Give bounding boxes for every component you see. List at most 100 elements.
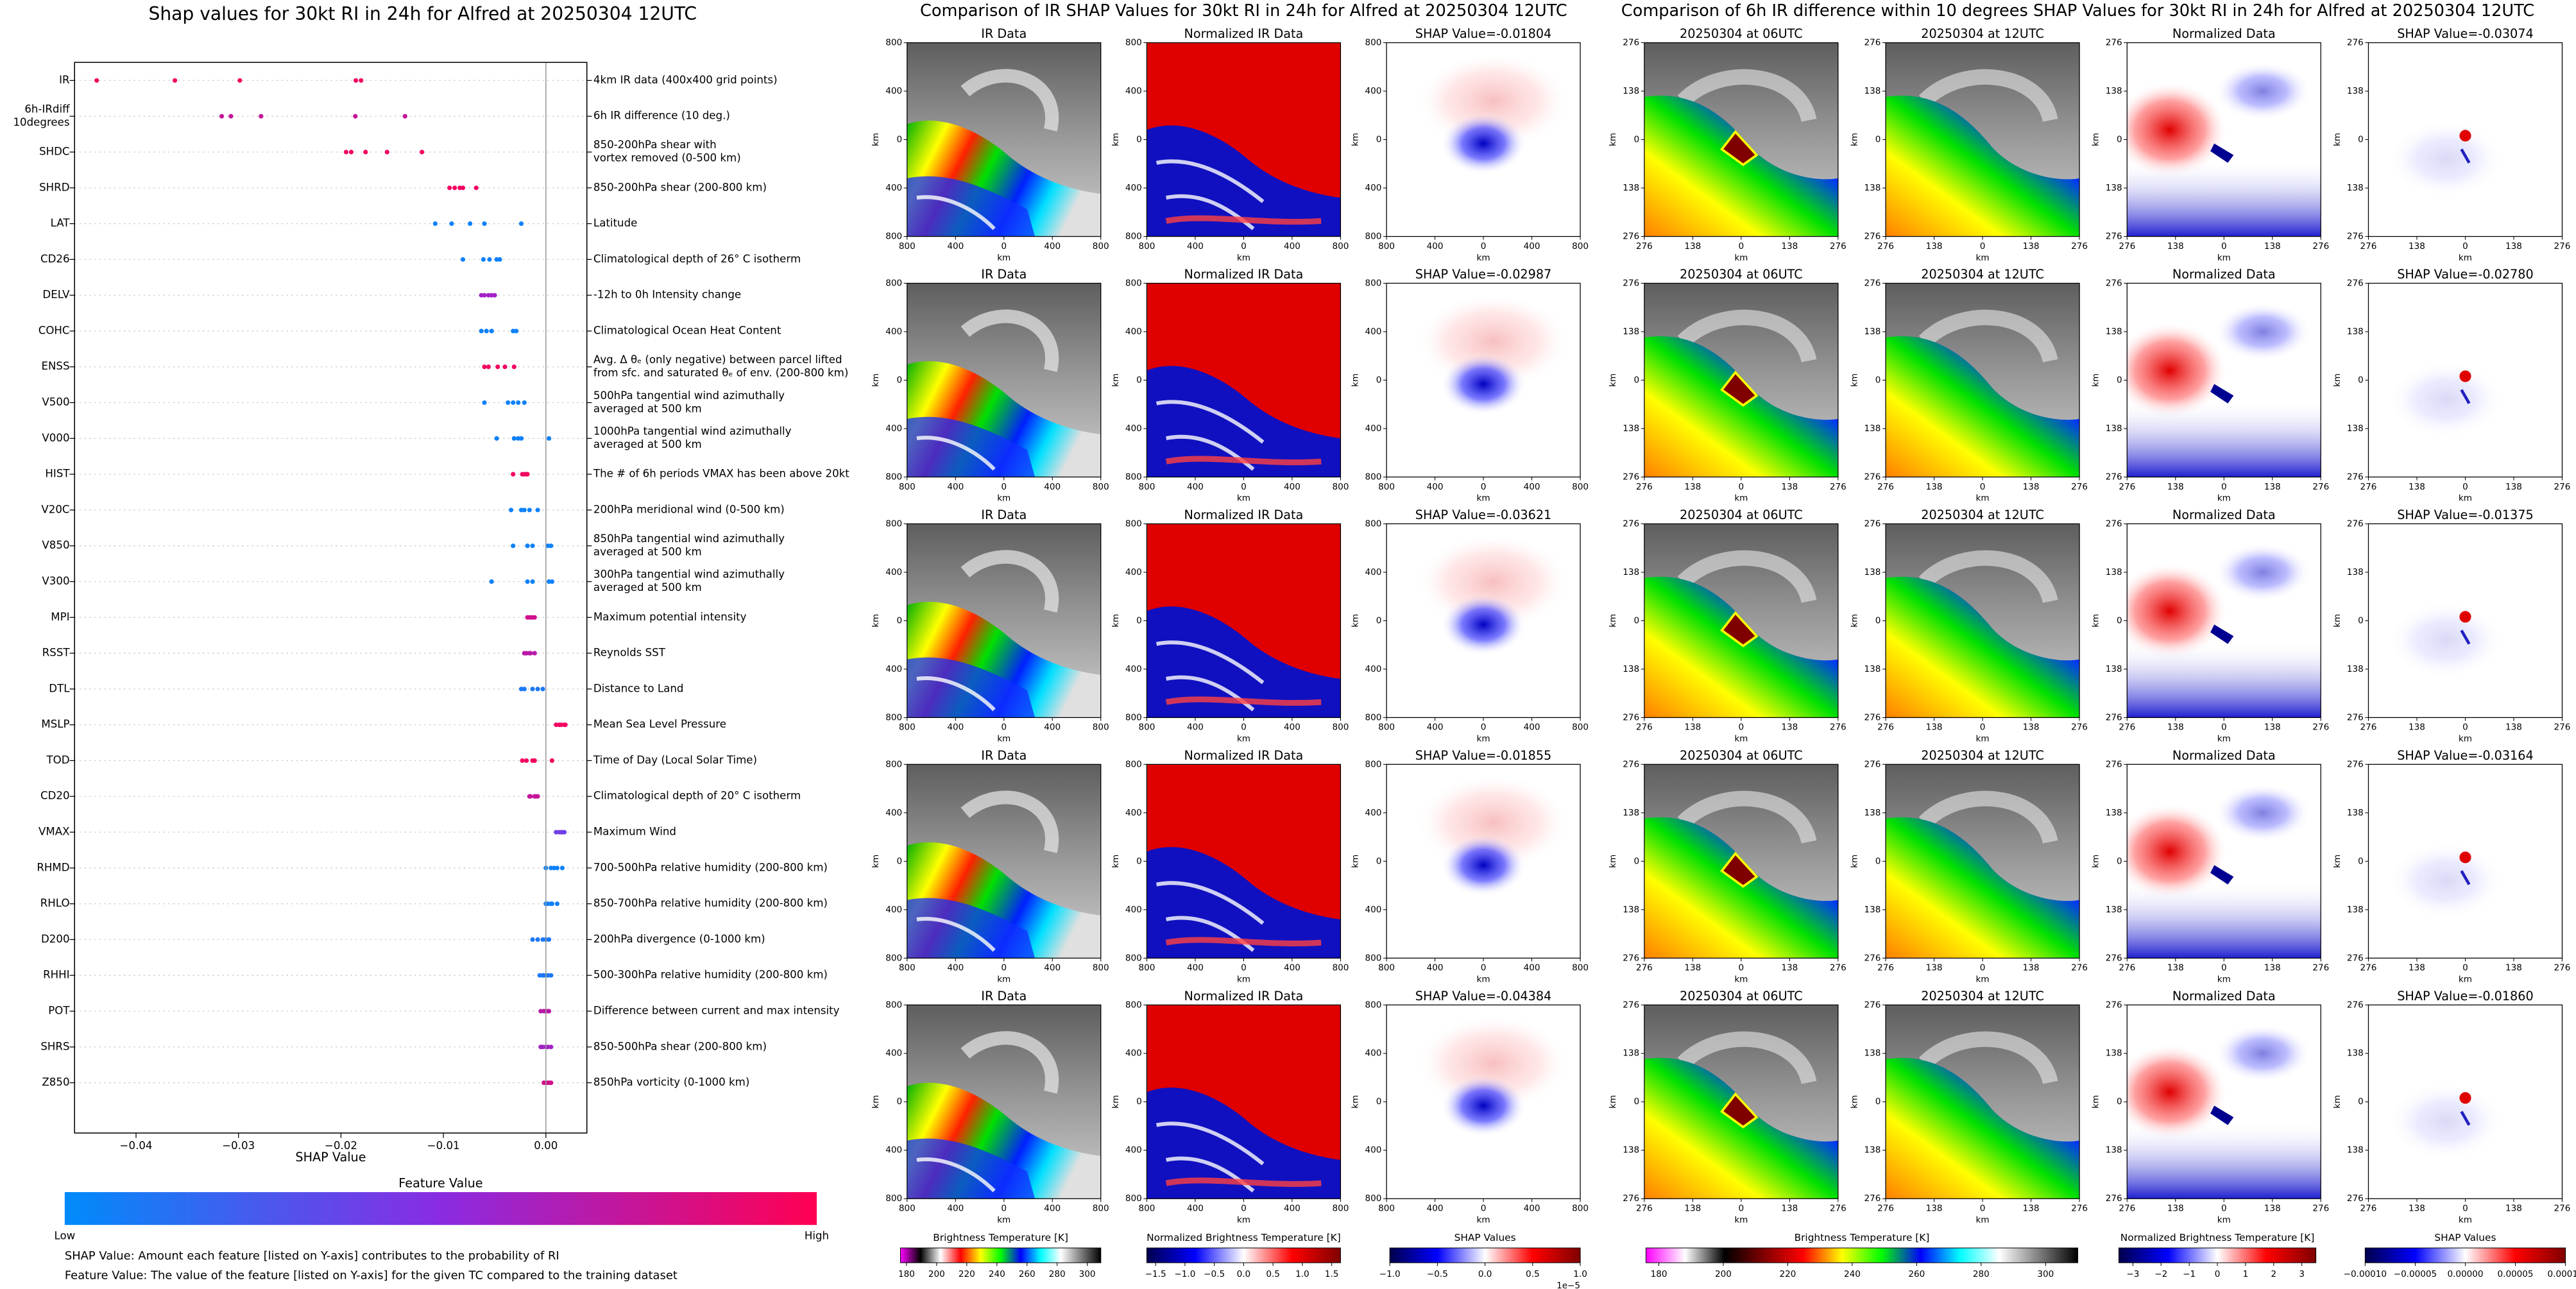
y-tick-label: 276 [2106,953,2122,963]
feature-label: 10degrees [13,116,69,128]
colorbar-tick-label: 260 [1908,1269,1925,1279]
feature-label: V000 [42,432,69,444]
image-panel [2127,283,2321,477]
image-panel [2368,42,2563,237]
y-axis-label: km [1608,614,1618,627]
x-axis-label: km [1976,253,1990,263]
x-tick-label: 138 [1926,963,1943,973]
feature-description: -12h to 0h Intensity change [593,289,741,301]
y-tick-label: 276 [2106,472,2122,482]
colorbar-tick-label: 0.5 [1266,1269,1280,1279]
x-axis-label: km [1477,1215,1490,1225]
image-panel [1644,1005,1838,1199]
feature-description: averaged at 500 km [593,581,702,593]
shap-point [259,114,264,119]
y-tick-label: 138 [1864,183,1881,193]
y-tick-label: 276 [2106,232,2122,242]
y-tick-label: 276 [2347,232,2364,242]
shap-point [497,257,502,262]
x-tick-label: 276 [2119,722,2135,733]
y-tick-label: 0 [2358,615,2364,626]
x-tick-label: 0 [2221,963,2227,973]
panel-title: 20250304 at 06UTC [1680,267,1803,282]
colorbar-label: Brightness Temperature [K] [1795,1232,1930,1243]
shap-point [506,400,511,405]
x-tick-label: 400 [1044,963,1061,973]
x-axis-label: km [997,1215,1011,1225]
x-tick-label: 400 [1427,1204,1444,1214]
x-tick-label: 276 [1830,241,1847,252]
y-axis-label: km [871,855,881,868]
shap-point [516,400,521,405]
x-tick-label: 0 [1739,1204,1744,1214]
x-tick-label: 276 [1636,241,1653,252]
colorbar-tick-label: 0.0 [1478,1269,1492,1279]
feature-label: RHLO [40,897,70,909]
colorbar-label: Normalized Brightness Temperature [K] [1147,1232,1341,1243]
feature-label: DTL [49,682,70,694]
x-tick-label: 138 [1684,1204,1701,1214]
y-tick-label: 800 [1365,278,1382,288]
feature-label: V20C [41,503,69,515]
feature-description: 4km IR data (400x400 grid points) [593,74,778,86]
shap-point [486,364,491,370]
x-tick-label: 138 [2409,482,2425,492]
x-tick-label: 400 [1284,1204,1301,1214]
y-axis-label: km [2332,855,2342,868]
feature-label: HIST [45,468,70,480]
shap-point [219,114,225,119]
panel-title: SHAP Value=-0.01855 [1415,748,1551,763]
y-tick-label: 138 [2347,905,2364,915]
x-tick-label: 800 [1572,1204,1589,1214]
y-tick-label: 800 [885,712,902,722]
y-tick-label: 800 [885,759,902,769]
shap-point [511,472,516,477]
shap-point [432,221,438,226]
x-tick-label: 400 [1524,1204,1540,1214]
colorbar-tick-label: 240 [1844,1269,1861,1279]
x-tick-label: 800 [899,241,916,252]
feature-label: MPI [51,611,69,623]
x-axis-label: km [1734,975,1748,985]
feature-label: VMAX [38,826,69,838]
x-tick-label: 276 [2554,963,2571,973]
y-tick-label: 800 [1125,518,1142,529]
y-tick-label: 800 [885,518,902,529]
image-panel [1644,42,1838,237]
feature-description: averaged at 500 km [593,402,702,414]
shap-point [468,221,473,226]
x-axis-label: km [997,734,1011,744]
x-tick-label: 276 [2119,482,2135,492]
x-tick-label: 0 [1241,722,1247,733]
x-tick-label: 0 [2221,241,2227,252]
y-tick-label: 138 [1623,423,1639,434]
colorbar [1389,1247,1581,1263]
feature-description: Climatological depth of 20° C isotherm [593,790,801,802]
x-tick-label: 0 [1481,722,1487,733]
y-tick-label: 400 [1125,1145,1142,1156]
x-axis-label: km [1477,253,1490,263]
feature-description: Time of Day (Local Solar Time) [593,754,757,766]
y-tick-label: 800 [885,38,902,48]
x-tick-label: 276 [2119,241,2135,252]
x-tick-label: 276 [2554,1204,2571,1214]
y-tick-label: 276 [2347,759,2364,769]
shap-point [237,78,243,83]
feature-description: Distance to Land [593,682,684,694]
y-tick-label: 0 [896,375,902,385]
x-tick-label: 0 [1001,722,1007,733]
y-tick-label: 138 [1623,327,1639,337]
feature-label: POT [48,1004,70,1016]
y-axis-label: km [2091,614,2101,627]
colorbar-high: High [805,1230,829,1242]
y-axis-label: km [1350,855,1360,868]
shap-point [532,615,537,620]
y-tick-label: 276 [1864,518,1881,529]
panel-title: 20250304 at 06UTC [1680,508,1803,522]
image-panel [907,283,1101,477]
y-axis-label: km [1849,133,1859,146]
y-tick-label: 400 [1365,183,1382,193]
panel-title: IR Data [981,267,1027,282]
y-tick-label: 138 [2347,808,2364,818]
y-tick-label: 400 [1365,808,1382,818]
